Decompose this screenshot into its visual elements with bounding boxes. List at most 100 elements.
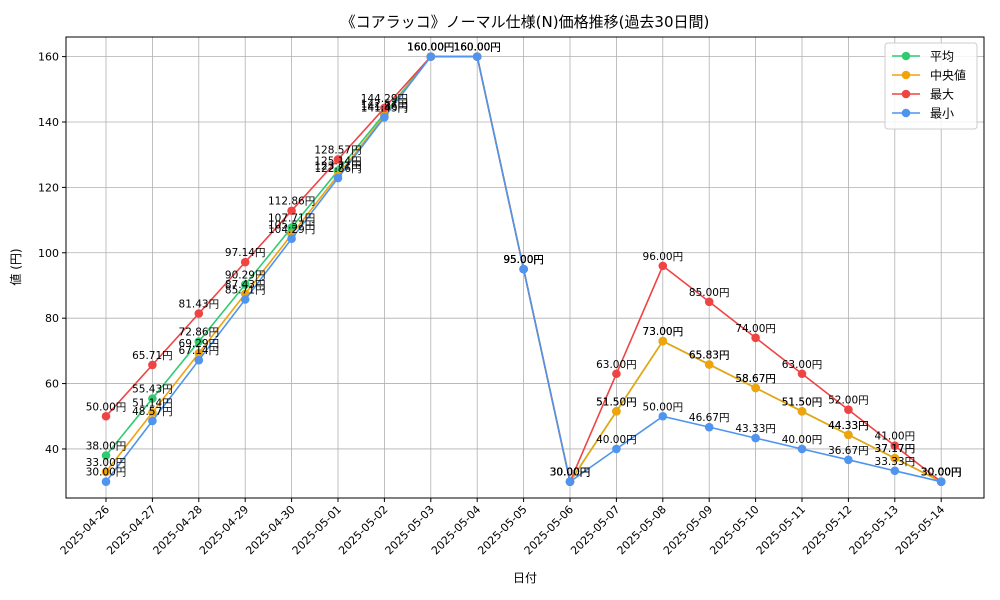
- data-point: [194, 348, 204, 358]
- data-label: 30.00円: [921, 467, 962, 479]
- data-label: 144.29円: [361, 93, 408, 105]
- y-tick-label: 80: [45, 312, 59, 325]
- data-point: [148, 416, 157, 426]
- data-point: [751, 333, 760, 343]
- data-label: 69.29円: [179, 338, 220, 350]
- y-tick-label: 120: [38, 181, 59, 194]
- y-tick-label: 100: [38, 247, 59, 260]
- data-point: [194, 309, 204, 318]
- data-point: [890, 453, 900, 463]
- data-label: 142.57円: [361, 99, 408, 111]
- data-label: 160.00円: [454, 42, 501, 54]
- plot-frame: [65, 36, 985, 499]
- data-label: 72.86円: [179, 327, 220, 339]
- data-label: 63.00円: [596, 359, 637, 371]
- data-label: 46.67円: [689, 412, 730, 424]
- data-label: 51.50円: [596, 396, 637, 408]
- data-label: 97.14円: [225, 247, 266, 259]
- data-label: 125.14円: [314, 156, 361, 168]
- data-label: 95.00円: [503, 254, 544, 266]
- data-point: [704, 422, 714, 432]
- data-label: 87.43円: [225, 279, 266, 291]
- data-point: [101, 411, 111, 421]
- data-point: [658, 261, 668, 271]
- data-label: 141.43円: [361, 102, 408, 114]
- y-tick-label: 140: [38, 116, 59, 129]
- data-label: 44.33円: [828, 420, 869, 432]
- data-point: [797, 407, 807, 416]
- legend-box: [884, 42, 978, 130]
- y-tick-label: 160: [38, 51, 59, 64]
- data-label: 55.43円: [132, 384, 173, 396]
- data-point: [797, 444, 807, 454]
- data-point: [936, 477, 946, 486]
- data-point: [844, 455, 853, 465]
- legend-marker: [901, 51, 911, 61]
- data-label: 74.00円: [735, 323, 776, 335]
- data-label: 37.17円: [875, 443, 916, 455]
- y-tick-label: 40: [45, 443, 59, 456]
- data-label: 104.29円: [268, 224, 315, 236]
- data-label: 96.00円: [643, 251, 684, 263]
- data-point: [472, 52, 482, 61]
- data-point: [194, 337, 204, 346]
- data-point: [380, 113, 389, 122]
- data-point: [240, 280, 250, 289]
- data-point: [844, 430, 853, 440]
- data-label: 160.00円: [407, 42, 454, 54]
- data-label: 43.33円: [735, 423, 776, 435]
- data-point: [797, 369, 807, 379]
- data-label: 30.00円: [921, 467, 962, 479]
- x-tick-label: 2025-05-14: [893, 503, 947, 557]
- data-label: 95.00円: [503, 254, 544, 266]
- data-label: 58.67円: [735, 373, 776, 385]
- data-label: 30.00円: [550, 467, 591, 479]
- data-point: [101, 467, 111, 477]
- data-label: 90.29円: [225, 270, 266, 282]
- data-label: 48.57円: [132, 406, 173, 418]
- data-label: 30.00円: [86, 467, 127, 479]
- data-label: 40.00円: [782, 434, 823, 446]
- data-label: 50.00円: [86, 401, 127, 413]
- data-point: [751, 433, 760, 443]
- data-point: [287, 223, 296, 232]
- data-label: 107.71円: [268, 213, 315, 225]
- data-label: 30.00円: [550, 467, 591, 479]
- data-label: 38.00円: [86, 440, 127, 452]
- data-label: 160.00円: [454, 42, 501, 54]
- legend-label: 中央値: [930, 68, 966, 83]
- data-point: [101, 477, 111, 486]
- data-label: 85.00円: [689, 287, 730, 299]
- y-axis-label: 値 (円): [8, 248, 23, 285]
- data-point: [287, 206, 296, 216]
- data-label: 33.00円: [86, 457, 127, 469]
- data-point: [426, 52, 436, 61]
- data-label: 85.71円: [225, 285, 266, 297]
- data-point: [287, 234, 296, 244]
- data-point: [194, 355, 204, 365]
- data-label: 160.00円: [407, 42, 454, 54]
- data-label: 123.71円: [314, 160, 361, 172]
- data-point: [240, 295, 250, 304]
- data-point: [612, 407, 621, 416]
- data-label: 73.00円: [643, 326, 684, 338]
- data-point: [751, 383, 760, 393]
- data-point: [658, 411, 668, 421]
- data-label: 112.86円: [268, 196, 315, 208]
- series-lines: [101, 52, 946, 486]
- data-label: 40.00円: [596, 434, 637, 446]
- data-point: [240, 257, 250, 267]
- data-label: 141.86円: [361, 101, 408, 113]
- data-label: 33.33円: [875, 456, 916, 468]
- data-label: 95.00円: [503, 254, 544, 266]
- data-label: 160.00円: [454, 42, 501, 54]
- data-label: 160.00円: [407, 42, 454, 54]
- legend-marker: [901, 70, 911, 80]
- data-label: 30.00円: [921, 467, 962, 479]
- data-label: 44.33円: [828, 420, 869, 432]
- legend-label: 最大: [930, 88, 954, 102]
- data-point: [704, 297, 714, 307]
- data-label: 63.00円: [782, 359, 823, 371]
